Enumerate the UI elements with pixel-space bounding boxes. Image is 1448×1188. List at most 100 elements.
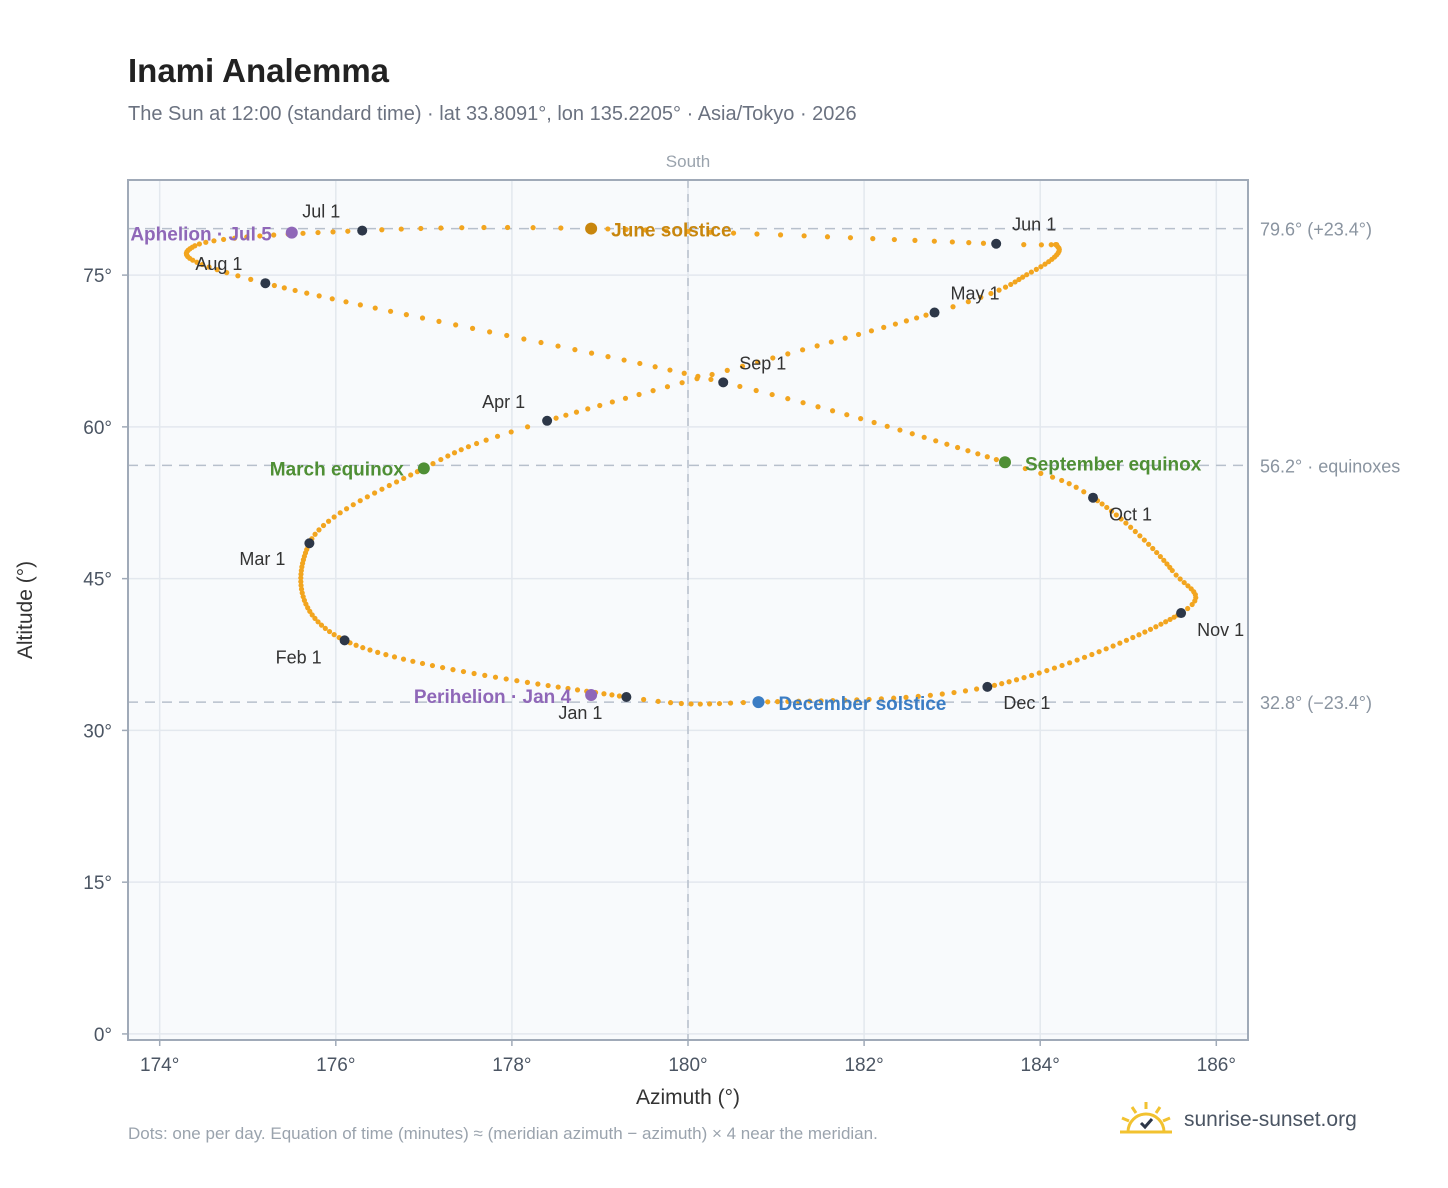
trace-dot <box>1066 481 1072 487</box>
x-tick-label: 182° <box>844 1055 883 1076</box>
month-marker <box>718 377 729 388</box>
trace-dot <box>724 367 730 373</box>
trace-dot <box>984 454 990 460</box>
trace-dot <box>697 701 703 707</box>
trace-dot <box>271 232 277 238</box>
trace-dot <box>459 225 465 231</box>
trace-dot <box>685 228 691 235</box>
trace-dot <box>553 415 559 421</box>
month-marker <box>1176 608 1187 619</box>
footer-note: Dots: one per day. Equation of time (min… <box>128 1124 878 1143</box>
trace-dot <box>830 697 836 704</box>
trace-dot <box>429 662 436 669</box>
trace-dot <box>891 695 897 701</box>
brand-link[interactable]: sunrise-sunset.org <box>1118 1100 1357 1139</box>
trace-dot <box>1163 619 1169 625</box>
trace-dot <box>1132 528 1138 535</box>
trace-dot <box>1044 667 1050 674</box>
reference-line-label: 56.2° · equinoxes <box>1260 456 1400 476</box>
trace-dot <box>343 299 349 305</box>
trace-dot <box>530 225 536 231</box>
trace-dot <box>605 354 611 360</box>
trace-dot <box>504 332 510 339</box>
month-label: Jan 1 <box>558 703 602 723</box>
trace-dot <box>903 694 909 700</box>
trace-dot <box>572 347 578 353</box>
trace-dot <box>481 224 487 231</box>
trace-dot <box>331 514 337 520</box>
month-label: Jul 1 <box>302 202 340 222</box>
trace-dot <box>740 699 746 706</box>
month-marker <box>357 225 368 236</box>
trace-dot <box>1013 677 1020 683</box>
trace-dot <box>854 697 860 703</box>
trace-dot <box>709 371 715 378</box>
trace-dot <box>1142 629 1148 635</box>
trace-dot <box>357 498 363 504</box>
trace-dot <box>842 335 848 341</box>
trace-dot <box>621 357 627 363</box>
month-label: Feb 1 <box>276 647 322 667</box>
trace-dot <box>1130 634 1136 641</box>
trace-dot <box>966 240 972 246</box>
trace-dot <box>1099 501 1105 507</box>
trace-dot <box>357 302 363 308</box>
month-marker <box>982 681 993 692</box>
trace-dot <box>931 238 937 244</box>
trace-dot <box>597 402 603 409</box>
trace-dot <box>914 315 920 321</box>
trace-dot <box>330 229 336 235</box>
trace-dot <box>999 681 1005 687</box>
y-tick-label: 60° <box>83 418 112 439</box>
trace-dot <box>996 287 1002 293</box>
trace-dot <box>325 518 332 524</box>
trace-dot <box>203 239 209 245</box>
trace-dot <box>235 273 241 279</box>
trace-dot <box>824 234 831 240</box>
brand-name: sunrise-sunset.org <box>1184 1107 1357 1131</box>
trace-dot <box>304 290 310 296</box>
trace-dot <box>1051 665 1058 671</box>
trace-dot <box>1033 266 1039 272</box>
trace-dot <box>257 233 263 239</box>
trace-dot <box>949 239 955 245</box>
trace-dot <box>1104 504 1110 511</box>
trace-dot <box>609 692 615 698</box>
trace-dot <box>818 698 824 704</box>
trace-dot <box>1177 576 1183 582</box>
trace-dot <box>1147 626 1154 632</box>
chart-title: Inami Analemma <box>128 52 390 89</box>
trace-dot <box>458 447 464 453</box>
trace-dot <box>923 312 929 318</box>
trace-dot <box>678 700 684 707</box>
trace-dot <box>1128 524 1134 530</box>
trace-dot <box>524 679 531 685</box>
month-marker <box>304 538 315 549</box>
trace-dot <box>641 696 647 703</box>
trace-dot <box>1157 553 1163 560</box>
trace-dot <box>524 424 531 430</box>
trace-dot <box>1036 670 1042 676</box>
trace-dot <box>870 236 876 242</box>
x-tick-label: 178° <box>492 1055 531 1076</box>
trace-dot <box>737 383 743 390</box>
trace-dot <box>842 697 848 703</box>
trace-dot <box>364 494 370 500</box>
trace-dot <box>214 267 220 273</box>
trace-dot <box>897 427 903 433</box>
trace-dot <box>716 700 723 707</box>
trace-dot <box>386 482 392 489</box>
trace-dot <box>565 685 571 692</box>
trace-dot <box>891 236 897 243</box>
trace-dot <box>315 619 321 625</box>
trace-dot <box>829 408 836 414</box>
trace-dot <box>451 450 458 456</box>
event-markers: June solstice December solstice March equi… <box>130 221 1201 716</box>
trace-dot <box>965 299 971 305</box>
trace-dot <box>298 575 304 581</box>
trace-dot <box>623 226 629 233</box>
trace-dot <box>360 645 366 651</box>
trace-dot <box>921 434 927 440</box>
trace-dot <box>436 318 442 324</box>
trace-dot <box>933 438 939 444</box>
